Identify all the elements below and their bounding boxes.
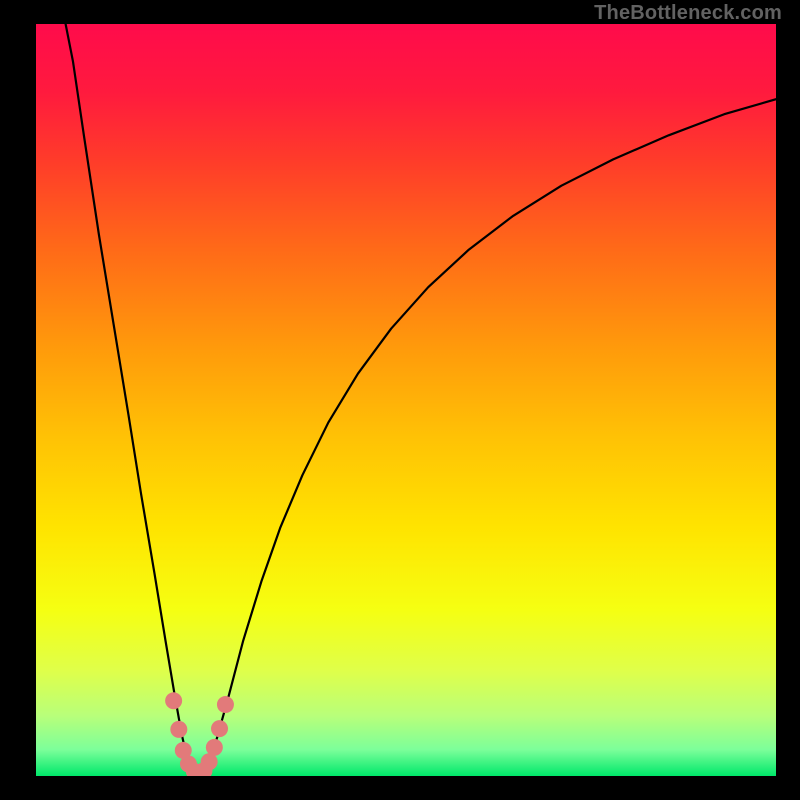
dip-marker [217, 696, 234, 713]
dip-marker [211, 720, 228, 737]
attribution-label: TheBottleneck.com [594, 2, 782, 25]
canvas-root: TheBottleneck.com [0, 0, 800, 800]
bottleneck-chart [36, 24, 776, 776]
dip-marker [165, 692, 182, 709]
dip-marker [206, 739, 223, 756]
dip-marker [170, 721, 187, 738]
